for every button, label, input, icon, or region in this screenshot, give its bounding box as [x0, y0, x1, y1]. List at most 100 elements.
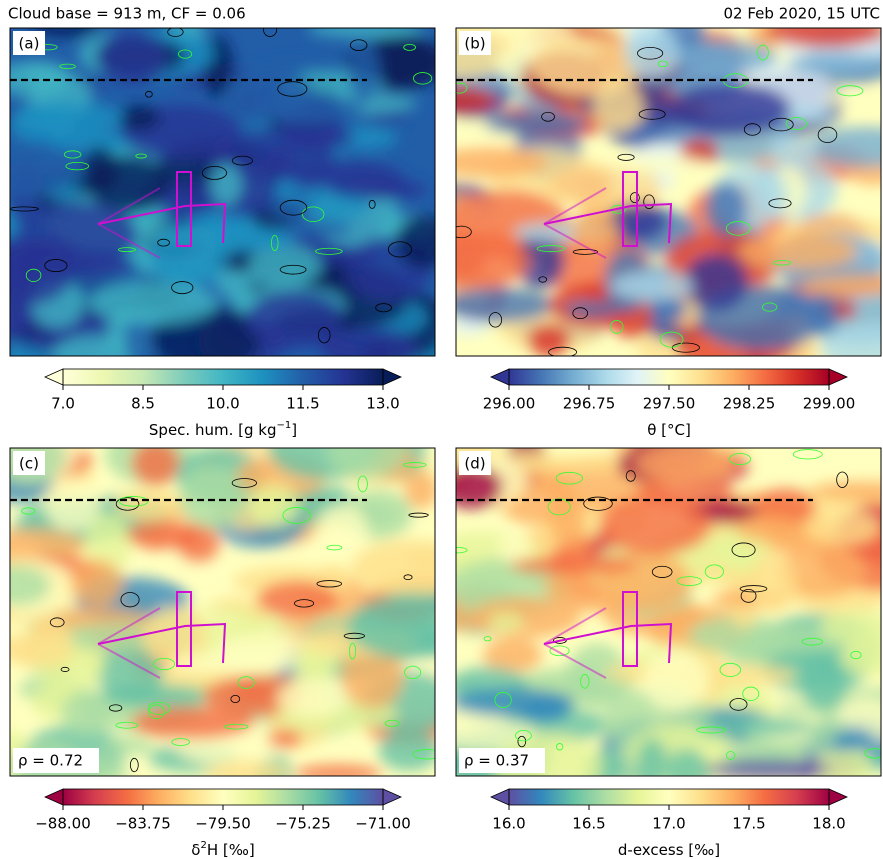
cloud-contour — [536, 245, 566, 253]
cloud-contour — [729, 453, 752, 466]
cloud-contour — [643, 194, 655, 209]
colorbar-label: δ2H [‰] — [191, 840, 254, 859]
map-panel: (c) ρ = 0.72 −88.00 −83.75 −79.50 −75.25 −71.0… — [9, 447, 436, 859]
field-blob — [456, 465, 503, 509]
field-blob — [10, 142, 74, 198]
field-blob — [340, 645, 404, 709]
field-blob — [150, 223, 228, 290]
field-blob — [171, 653, 292, 675]
field-blob — [96, 29, 168, 85]
cloud-contour — [671, 342, 700, 353]
colorbar-extend-low — [44, 788, 64, 806]
cloud-contour — [610, 320, 624, 334]
colorbar-tick-label: 8.5 — [131, 395, 155, 413]
track — [97, 187, 161, 259]
cloud-contour — [118, 496, 149, 507]
field-blob — [294, 764, 382, 776]
colorbar-tick-label: 13.0 — [366, 395, 399, 413]
cloud-contour — [279, 264, 307, 275]
cloud-contour — [237, 676, 255, 689]
cloud-contour — [147, 701, 171, 715]
field-blob — [648, 322, 685, 341]
field-blob — [16, 101, 123, 133]
colorbar-tick-label: 17.0 — [652, 815, 685, 833]
field-blob — [566, 643, 629, 709]
track — [543, 622, 673, 664]
colorbar-tick-label: −79.50 — [195, 815, 251, 833]
colorbar-tick-label: 16.0 — [492, 815, 525, 833]
label-text: ] — [291, 421, 297, 439]
field-blob — [483, 112, 587, 135]
cloud-contour — [348, 642, 357, 660]
field-blob — [787, 52, 881, 76]
cloud-contour — [725, 221, 751, 236]
panel-label: (c) — [19, 455, 39, 473]
field-blob — [527, 323, 571, 356]
cloud-contour — [403, 43, 416, 51]
cloud-contour — [21, 507, 36, 515]
field-blob — [735, 515, 804, 542]
field-blob — [88, 281, 218, 325]
annotation: ρ = 0.37 — [464, 752, 529, 770]
field-blob — [624, 28, 680, 79]
cloud-contour — [625, 470, 636, 482]
field-blob — [482, 637, 543, 673]
cloud-contour — [456, 225, 472, 239]
cloud-contour — [279, 199, 308, 216]
field-blob — [833, 728, 876, 751]
field-blob — [635, 448, 736, 485]
cloud-contour — [404, 665, 422, 680]
field-blob — [44, 478, 101, 532]
field-blob — [10, 61, 72, 97]
field-blob — [117, 104, 161, 132]
field-blob — [81, 146, 119, 195]
field-blob — [456, 287, 554, 323]
colorbar-tick-label: 297.50 — [643, 395, 696, 413]
field-blob — [205, 760, 289, 776]
cloud-contour — [659, 331, 684, 348]
panel-label: (a) — [19, 35, 40, 53]
cloud-contour — [538, 276, 548, 283]
cloud-contour — [129, 757, 139, 773]
cloud-contour — [171, 738, 190, 746]
field-blob — [551, 497, 586, 549]
field-blob — [562, 300, 622, 318]
cloud-contour — [676, 576, 703, 586]
cloud-contour — [63, 150, 82, 159]
cloud-contour — [117, 247, 136, 253]
field-blob — [320, 327, 419, 356]
cloud-contour — [153, 657, 175, 671]
field-blob — [805, 126, 881, 168]
cloud-contour — [548, 346, 578, 356]
colorbar-tick-label: 298.25 — [723, 395, 776, 413]
map-blobs — [456, 448, 881, 776]
panel-label-box — [459, 31, 491, 55]
cloud-contour — [157, 238, 170, 247]
field-blob — [10, 564, 51, 606]
panel-label: (d) — [464, 455, 485, 473]
field-blob — [456, 233, 531, 289]
field-blob — [103, 737, 155, 755]
field-blob — [824, 90, 881, 109]
colorbar — [63, 789, 383, 805]
field-blob — [802, 276, 881, 295]
label-text: δ — [191, 841, 200, 859]
track-box — [176, 171, 192, 247]
cloud-contour — [413, 72, 433, 85]
field-blob — [256, 580, 338, 620]
field-blob — [16, 331, 65, 350]
cloud-contour — [384, 719, 400, 727]
map-panel: (b) 296.00 296.75 297.50 298.25 299.00 θ [°C] — [455, 27, 882, 439]
track — [97, 622, 227, 664]
track — [543, 187, 607, 259]
annotation-box — [13, 748, 99, 773]
field-blob — [819, 323, 881, 356]
map-frame — [9, 27, 436, 357]
label-superscript: −1 — [276, 420, 291, 431]
cloud-contour — [494, 691, 512, 708]
annotation: ρ = 0.72 — [18, 752, 83, 770]
cloud-contour — [315, 247, 343, 255]
colorbar-tick-label: 296.75 — [563, 395, 616, 413]
cloud-contour — [456, 82, 468, 94]
